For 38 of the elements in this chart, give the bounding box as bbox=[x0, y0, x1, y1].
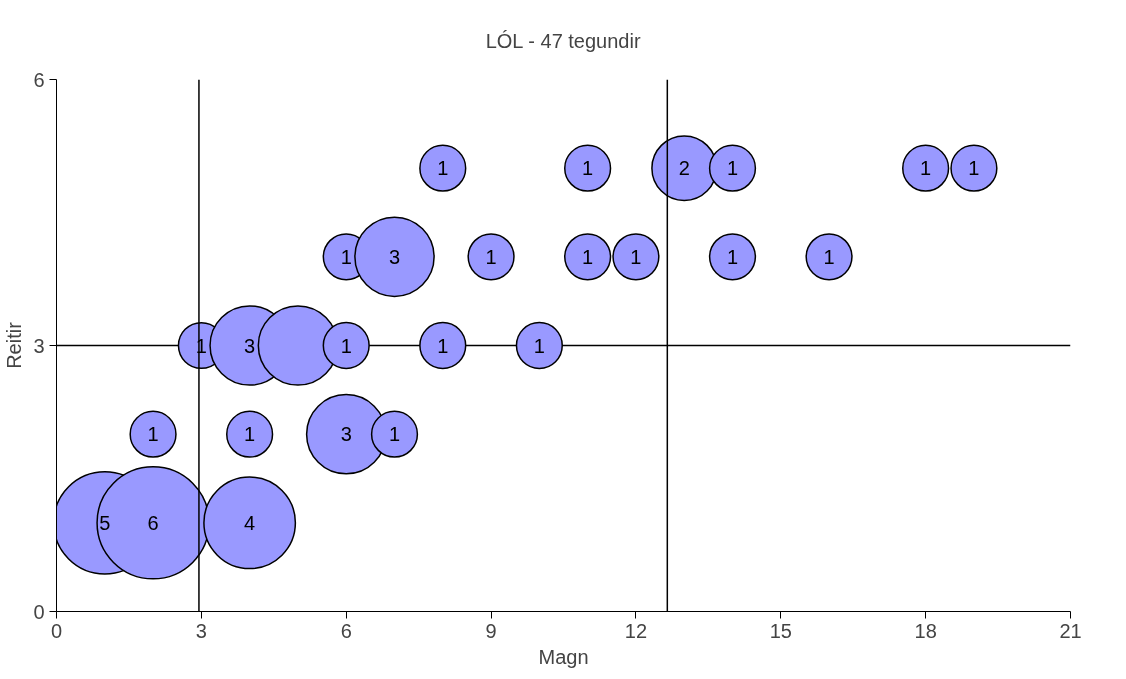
annotation: 3 bbox=[244, 334, 256, 357]
y-tick-label: 6 bbox=[33, 68, 45, 91]
annotation: 1 bbox=[823, 245, 835, 268]
annotation: 2 bbox=[678, 157, 690, 180]
annotation: 1 bbox=[533, 334, 545, 357]
x-tick-label: 6 bbox=[340, 619, 352, 642]
x-tick-label: 18 bbox=[914, 619, 937, 642]
x-axis-title: Magn bbox=[538, 645, 589, 668]
annotation: 1 bbox=[582, 245, 594, 268]
annotation: 1 bbox=[340, 334, 352, 357]
annotation: 1 bbox=[437, 157, 449, 180]
annotation: 1 bbox=[147, 423, 159, 446]
annotation: 3 bbox=[340, 423, 352, 446]
annotation: 1 bbox=[244, 423, 256, 446]
chart-title: LÓL - 47 tegundir bbox=[485, 30, 641, 52]
annotation: 1 bbox=[726, 245, 739, 268]
y-tick-label: 3 bbox=[33, 334, 45, 357]
annotation: 5 bbox=[99, 511, 111, 534]
y-tick-label: 0 bbox=[33, 600, 45, 623]
annotation: 4 bbox=[244, 511, 256, 534]
x-tick-label: 3 bbox=[195, 619, 207, 642]
annotation: 1 bbox=[582, 157, 594, 180]
annotation: 1 bbox=[437, 334, 449, 357]
x-tick-label: 12 bbox=[624, 619, 648, 642]
x-tick-label: 21 bbox=[1059, 619, 1082, 642]
x-tick-label: 15 bbox=[769, 619, 792, 642]
y-axis-title: Reitir bbox=[3, 321, 26, 369]
annotation: 3 bbox=[388, 245, 401, 268]
annotation: 1 bbox=[968, 157, 980, 180]
annotation: 1 bbox=[340, 245, 352, 268]
annotation: 1 bbox=[485, 245, 497, 268]
annotation: 6 bbox=[147, 511, 159, 534]
x-tick-label: 9 bbox=[485, 619, 497, 642]
annotation: 1 bbox=[630, 245, 642, 268]
x-tick-label: 0 bbox=[50, 619, 63, 642]
annotation: 1 bbox=[388, 423, 401, 446]
annotation: 1 bbox=[726, 157, 739, 180]
annotation: 1 bbox=[920, 157, 932, 180]
